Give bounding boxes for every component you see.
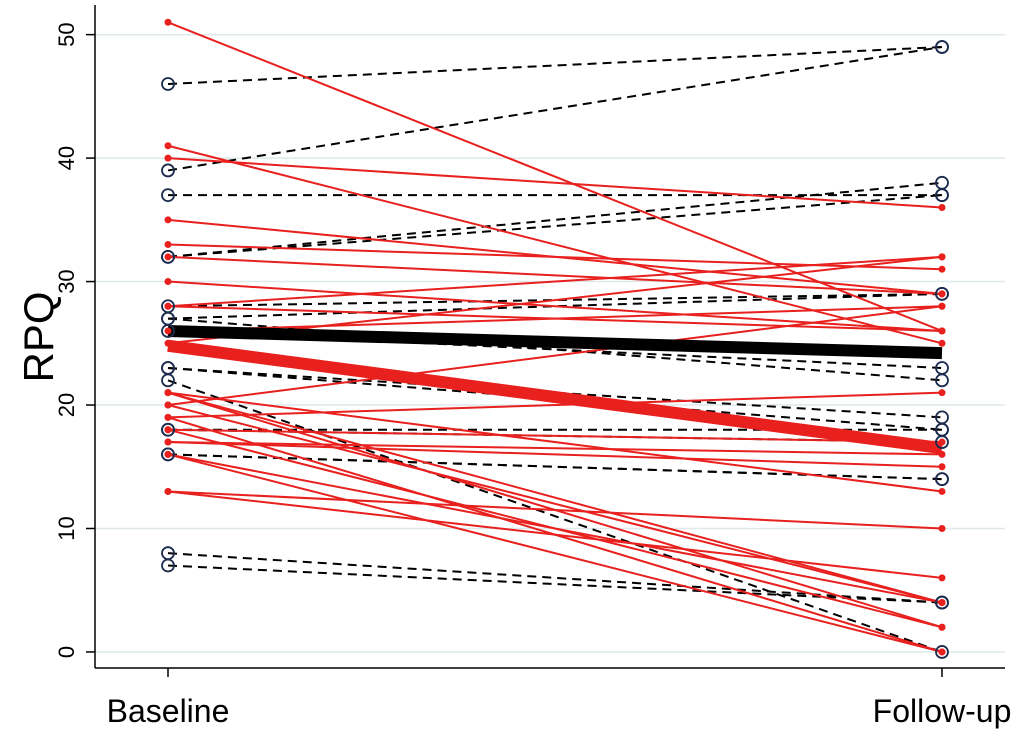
marker [164,426,172,434]
marker [935,595,949,610]
y-tick-label: 50 [54,22,79,46]
subject-line [167,144,943,345]
subject-line [167,21,943,332]
mean-line [167,324,943,360]
marker [164,389,172,397]
subject-line [167,564,943,604]
marker [938,290,946,298]
subject-line [167,305,943,332]
y-axis-title: RPQ [15,291,62,382]
subject-line [167,45,943,86]
marker [935,361,949,375]
marker [935,188,949,203]
subject-line [167,255,943,295]
marker [161,324,175,338]
subject-line [167,453,943,653]
subject-line [167,366,943,419]
marker [164,216,172,224]
subject-line [167,45,943,172]
subject-line [167,453,943,604]
marker [938,524,946,532]
subject-line [167,490,943,579]
subject-line [167,366,943,431]
subject-line [167,255,943,308]
subject-line [167,379,943,653]
marker [938,648,946,656]
marker [161,188,175,203]
marker [938,438,946,446]
marker [161,163,175,178]
marker [935,645,949,659]
marker [161,447,175,462]
subject-line [167,329,943,369]
subject-line [167,453,943,481]
marker [935,472,949,487]
marker [161,373,175,388]
marker [164,241,172,249]
marker [164,401,172,409]
marker [935,435,949,449]
subject-line [167,292,943,308]
y-tick-label: 30 [54,269,79,293]
marker [164,327,172,335]
y-tick-label: 0 [54,646,79,658]
marker [164,18,172,26]
marker [938,450,946,458]
marker [938,623,946,631]
marker [938,302,946,310]
marker [161,422,175,437]
marker [164,413,172,421]
subject-line [167,317,943,382]
marker [938,487,946,495]
marker [164,142,172,150]
marker [938,599,946,607]
marker [164,438,172,446]
marker [935,40,949,54]
subject-line [167,453,943,481]
marker [938,574,946,582]
y-tick-label: 20 [54,393,79,417]
marker [938,389,946,397]
subject-line [167,441,943,468]
marker [935,287,949,301]
marker [938,253,946,261]
x-tick-label: Baseline [107,693,230,729]
marker [938,265,946,273]
subject-line [167,391,943,493]
y-tick-label: 10 [54,516,79,540]
subject-line [167,157,943,209]
subject-line [167,490,943,530]
marker [938,339,946,347]
subject-line [167,305,943,407]
subject-line [167,391,943,419]
marker [161,249,175,264]
subject-line [167,243,943,271]
subject-line [167,441,943,456]
marker [164,339,172,347]
marker [164,302,172,310]
marker [938,203,946,211]
marker [164,487,172,495]
subject-line [167,552,943,604]
marker [161,77,175,91]
marker [164,450,172,458]
subject-line [167,404,943,604]
mean-line [167,339,943,455]
marker [164,253,172,261]
subject-line [167,292,943,320]
marker [938,463,946,471]
x-tick-label: Follow-up [873,693,1012,729]
subject-line [167,181,943,258]
marker [164,278,172,286]
marker [164,154,172,162]
y-tick-label: 40 [54,146,79,170]
subject-line [167,391,943,604]
subject-line [167,194,943,258]
marker [938,327,946,335]
marker [161,558,175,573]
